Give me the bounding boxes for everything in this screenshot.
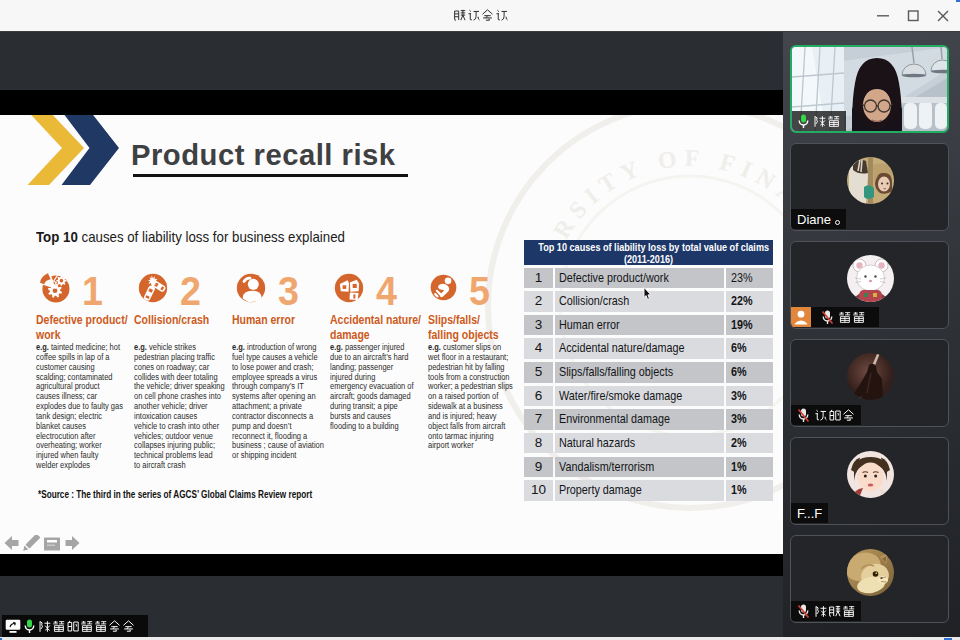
svg-text:RSITY OF FINAN: RSITY OF FINAN — [548, 145, 783, 243]
